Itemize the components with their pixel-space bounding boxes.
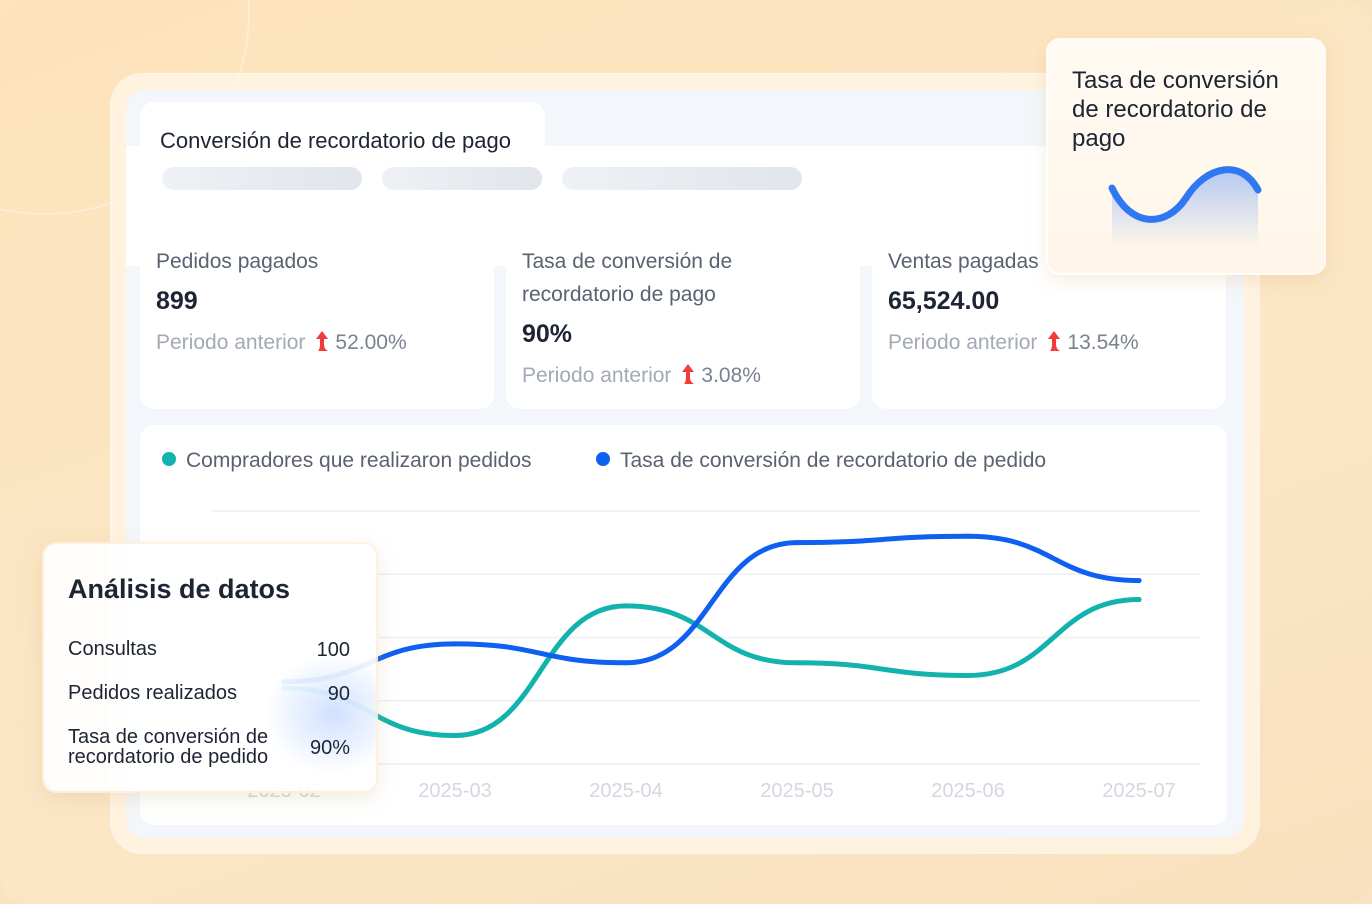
analysis-row-label: Consultas [68,638,157,660]
kpi-title: Ventas pagadas [888,250,1039,273]
legend-label: Tasa de conversión de recordatorio de pe… [620,449,1047,472]
series-2-point[interactable] [794,540,800,546]
kpi-card-paid-orders: Pedidos pagados 899 Periodo anterior 52.0… [140,227,494,409]
series-1-point[interactable] [1136,597,1142,603]
series-line-2[interactable] [281,533,1142,685]
x-tick-label: 2025-07 [1102,780,1175,802]
kpi-comparison-label: Periodo anterior [156,331,306,354]
series-2-point[interactable] [452,641,458,647]
popup-title: Tasa de conversión de recordatorio de pa… [1072,67,1279,152]
kpi-comparison-label: Periodo anterior [522,364,672,387]
tab-payment-reminder-conversion[interactable]: Conversión de recordatorio de pago [140,102,545,162]
analysis-title: Análisis de datos [68,574,291,604]
x-tick-label: 2025-04 [589,780,662,802]
kpi-comparison: Periodo anterior 3.08% [522,363,761,391]
filter-placeholder-1 [162,167,362,190]
series-2-point[interactable] [965,533,971,539]
analysis-row-value: 90% [309,737,350,759]
kpi-value: 899 [156,287,198,315]
analysis-row-label: Pedidos realizados [68,682,237,704]
x-tick-label: 2025-03 [418,780,491,802]
kpi-comparison: Periodo anterior 52.00% [156,330,407,358]
analysis-row-value: 90 [327,683,350,705]
trend-up-icon [681,363,695,391]
series-1-point[interactable] [452,733,458,739]
decorative-glow [264,654,376,774]
kpi-change: 52.00% [335,331,407,354]
kpi-value: 65,524.00 [888,287,1000,315]
kpi-card-reminder-conversion: Tasa de conversión de recordatorio de pa… [506,227,860,409]
legend-dot-icon [162,452,176,466]
filter-placeholder-3 [562,167,802,190]
series-1-point[interactable] [794,660,800,666]
filter-placeholder-2 [382,167,542,190]
series-line-1[interactable] [281,597,1142,739]
analysis-row-value: 100 [316,639,350,661]
x-tick-label: 2025-05 [760,780,833,802]
series-1-point[interactable] [965,672,971,678]
data-analysis-popup: Análisis de datos Consultas 100 Pedidos … [44,544,376,791]
legend-item-reminder-rate[interactable]: Tasa de conversión de recordatorio de pe… [596,449,1046,473]
legend-item-buyers[interactable]: Compradores que realizaron pedidos [162,449,532,473]
analysis-row-label: Tasa de conversión de recordatorio de pe… [68,726,269,768]
wave-chart-icon [1108,166,1262,248]
kpi-change: 3.08% [701,364,761,387]
tab-label: Conversión de recordatorio de pago [160,128,512,153]
kpi-title: Pedidos pagados [156,250,319,273]
kpi-comparison-label: Periodo anterior [888,331,1038,354]
legend-label: Compradores que realizaron pedidos [186,449,532,472]
series-2-point[interactable] [623,660,629,666]
series-2-point[interactable] [1136,578,1142,584]
legend-dot-icon [596,452,610,466]
kpi-title: Tasa de conversión de recordatorio de pa… [522,250,733,306]
x-tick-label: 2025-06 [931,780,1004,802]
trend-up-icon [315,330,329,358]
kpi-value: 90% [522,320,573,348]
trend-up-icon [1047,330,1061,358]
conversion-rate-popup: Tasa de conversión de recordatorio de pa… [1048,40,1324,273]
kpi-comparison: Periodo anterior 13.54% [888,330,1139,358]
kpi-change: 13.54% [1067,331,1139,354]
series-1-point[interactable] [623,603,629,609]
